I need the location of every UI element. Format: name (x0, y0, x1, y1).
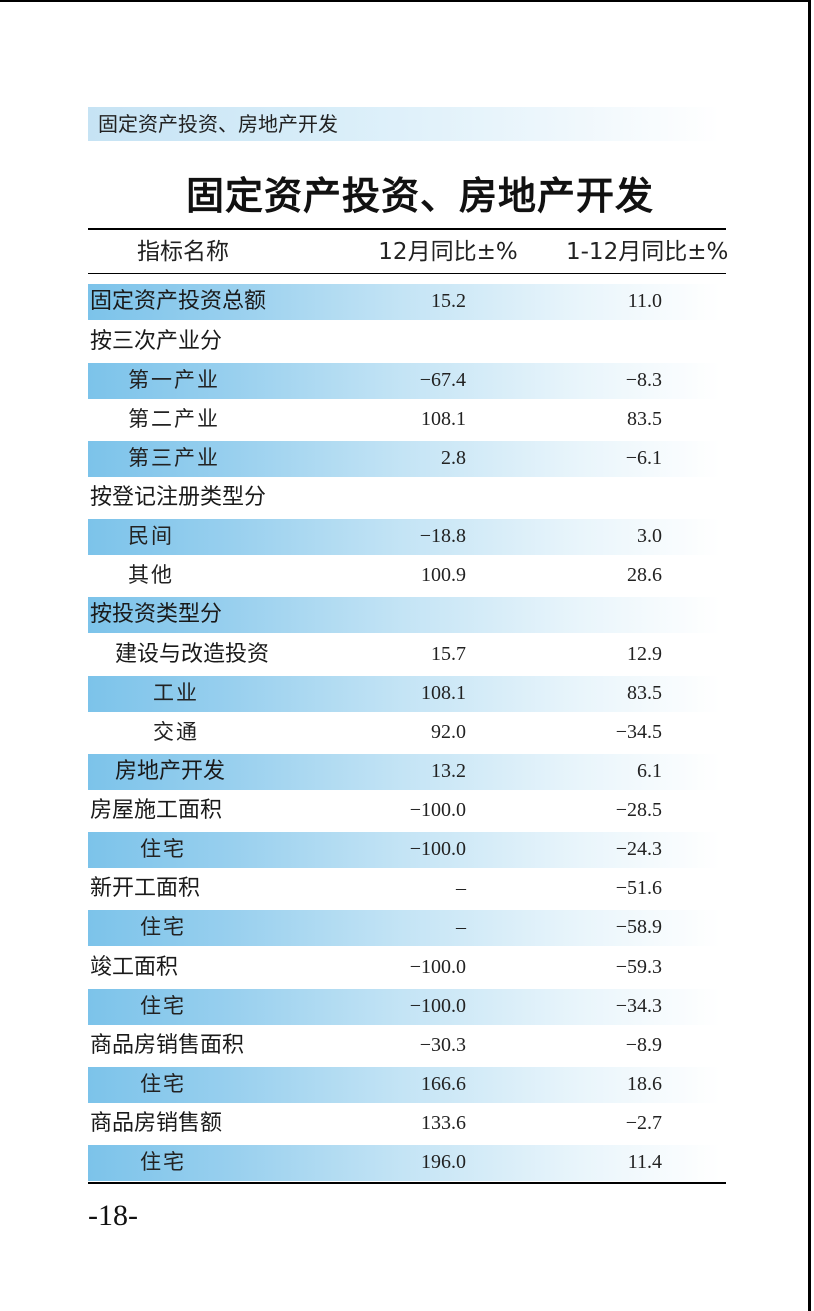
jan-dec-yoy-value: −6.1 (625, 446, 662, 469)
table-row: 竣工面积 −100.0 −59.3 (88, 948, 726, 987)
table-group-row: 按登记注册类型分 (88, 478, 726, 517)
jan-dec-yoy-value: 11.4 (627, 1151, 662, 1174)
december-yoy-value: 133.6 (421, 1112, 466, 1135)
table-row: 第一产业 −67.4 −8.3 (88, 361, 726, 400)
jan-dec-yoy-value: −34.5 (615, 720, 662, 743)
jan-dec-yoy-value: 18.6 (627, 1072, 662, 1095)
december-yoy-value: 166.6 (421, 1072, 466, 1095)
december-yoy-value: −67.4 (419, 368, 466, 391)
december-yoy-value: 108.1 (421, 681, 466, 704)
indicator-name: 住宅 (140, 1150, 186, 1175)
table-body: 固定资产投资总额 15.2 11.0 按三次产业分 第一产业 −67.4 −8.… (88, 282, 726, 1182)
table-row: 第二产业 108.1 83.5 (88, 400, 726, 439)
december-yoy-value: – (456, 877, 466, 900)
table-row: 商品房销售面积 −30.3 −8.9 (88, 1026, 726, 1065)
december-yoy-value: −18.8 (419, 525, 466, 548)
indicator-name: 建设与改造投资 (115, 641, 270, 667)
table-row: 第三产业 2.8 −6.1 (88, 439, 726, 478)
indicator-name: 民间 (128, 524, 174, 549)
indicator-name: 住宅 (140, 1071, 186, 1096)
december-yoy-value: 15.7 (431, 642, 466, 665)
jan-dec-yoy-value: −59.3 (615, 955, 662, 978)
indicator-name: 住宅 (140, 915, 186, 940)
jan-dec-yoy-value: 83.5 (627, 407, 662, 430)
indicator-name: 其他 (128, 563, 174, 588)
header-indicator-name: 指标名称 (137, 239, 229, 265)
header-jan-dec-yoy: 1-12月同比±% (566, 239, 729, 265)
jan-dec-yoy-value: −24.3 (615, 838, 662, 861)
page-border-top (0, 0, 811, 2)
indicator-name: 房屋施工面积 (90, 798, 223, 824)
table-top-rule (88, 228, 726, 230)
jan-dec-yoy-value: 12.9 (627, 642, 662, 665)
section-header-band: 固定资产投资、房地产开发 (88, 107, 720, 141)
jan-dec-yoy-value: 28.6 (627, 564, 662, 587)
december-yoy-value: 196.0 (421, 1151, 466, 1174)
table-row: 住宅 −100.0 −34.3 (88, 987, 726, 1026)
jan-dec-yoy-value: −28.5 (615, 799, 662, 822)
indicator-name: 住宅 (140, 993, 186, 1018)
table-row: 新开工面积 – −51.6 (88, 869, 726, 908)
jan-dec-yoy-value: −8.9 (625, 1033, 662, 1056)
indicator-name: 竣工面积 (90, 954, 179, 980)
december-yoy-value: −100.0 (409, 838, 466, 861)
table-row: 房屋施工面积 −100.0 −28.5 (88, 791, 726, 830)
header-december-yoy: 12月同比±% (378, 239, 518, 265)
indicator-name: 交通 (153, 719, 199, 744)
jan-dec-yoy-value: −58.9 (615, 916, 662, 939)
table-row: 交通 92.0 −34.5 (88, 713, 726, 752)
december-yoy-value: 92.0 (431, 720, 466, 743)
indicator-name: 住宅 (140, 837, 186, 862)
indicator-name: 第一产业 (128, 367, 220, 392)
december-yoy-value: 100.9 (421, 564, 466, 587)
table-group-row: 按投资类型分 (88, 595, 726, 634)
jan-dec-yoy-value: 11.0 (627, 290, 662, 313)
table-row: 商品房销售额 133.6 −2.7 (88, 1104, 726, 1143)
december-yoy-value: 15.2 (431, 290, 466, 313)
december-yoy-value: 108.1 (421, 407, 466, 430)
jan-dec-yoy-value: 83.5 (627, 681, 662, 704)
table-row: 住宅 166.6 18.6 (88, 1065, 726, 1104)
table-row: 民间 −18.8 3.0 (88, 517, 726, 556)
indicator-name: 工业 (153, 680, 199, 705)
table-row: 其他 100.9 28.6 (88, 556, 726, 595)
indicator-name: 商品房销售面积 (90, 1032, 245, 1058)
december-yoy-value: 13.2 (431, 759, 466, 782)
page-number: -18- (88, 1199, 138, 1232)
jan-dec-yoy-value: −2.7 (625, 1112, 662, 1135)
table-row: 住宅 −100.0 −24.3 (88, 830, 726, 869)
jan-dec-yoy-value: 6.1 (637, 759, 662, 782)
table-row: 建设与改造投资 15.7 12.9 (88, 635, 726, 674)
indicator-name: 固定资产投资总额 (90, 289, 267, 315)
december-yoy-value: −30.3 (419, 1033, 466, 1056)
section-label: 固定资产投资、房地产开发 (98, 112, 338, 136)
indicator-name: 新开工面积 (90, 876, 201, 902)
page-border-right (808, 0, 811, 1311)
table-group-row: 按三次产业分 (88, 322, 726, 361)
table-bottom-rule (88, 1182, 726, 1184)
december-yoy-value: −100.0 (409, 994, 466, 1017)
group-name: 按登记注册类型分 (90, 485, 267, 511)
group-name: 按三次产业分 (90, 328, 223, 354)
table-row: 住宅 196.0 11.4 (88, 1143, 726, 1182)
jan-dec-yoy-value: −34.3 (615, 994, 662, 1017)
jan-dec-yoy-value: −51.6 (615, 877, 662, 900)
december-yoy-value: −100.0 (409, 799, 466, 822)
group-name: 按投资类型分 (90, 602, 223, 628)
table-row: 住宅 – −58.9 (88, 908, 726, 947)
jan-dec-yoy-value: −8.3 (625, 368, 662, 391)
table-row: 房地产开发 13.2 6.1 (88, 752, 726, 791)
indicator-name: 房地产开发 (115, 758, 226, 784)
december-yoy-value: – (456, 916, 466, 939)
page-title: 固定资产投资、房地产开发 (185, 173, 654, 218)
jan-dec-yoy-value: 3.0 (637, 525, 662, 548)
december-yoy-value: 2.8 (441, 446, 466, 469)
indicator-name: 第三产业 (128, 445, 220, 470)
december-yoy-value: −100.0 (409, 955, 466, 978)
table-row: 工业 108.1 83.5 (88, 674, 726, 713)
table-header-rule (88, 272, 726, 274)
indicator-name: 第二产业 (128, 406, 220, 431)
table-row: 固定资产投资总额 15.2 11.0 (88, 282, 726, 321)
indicator-name: 商品房销售额 (90, 1111, 223, 1137)
